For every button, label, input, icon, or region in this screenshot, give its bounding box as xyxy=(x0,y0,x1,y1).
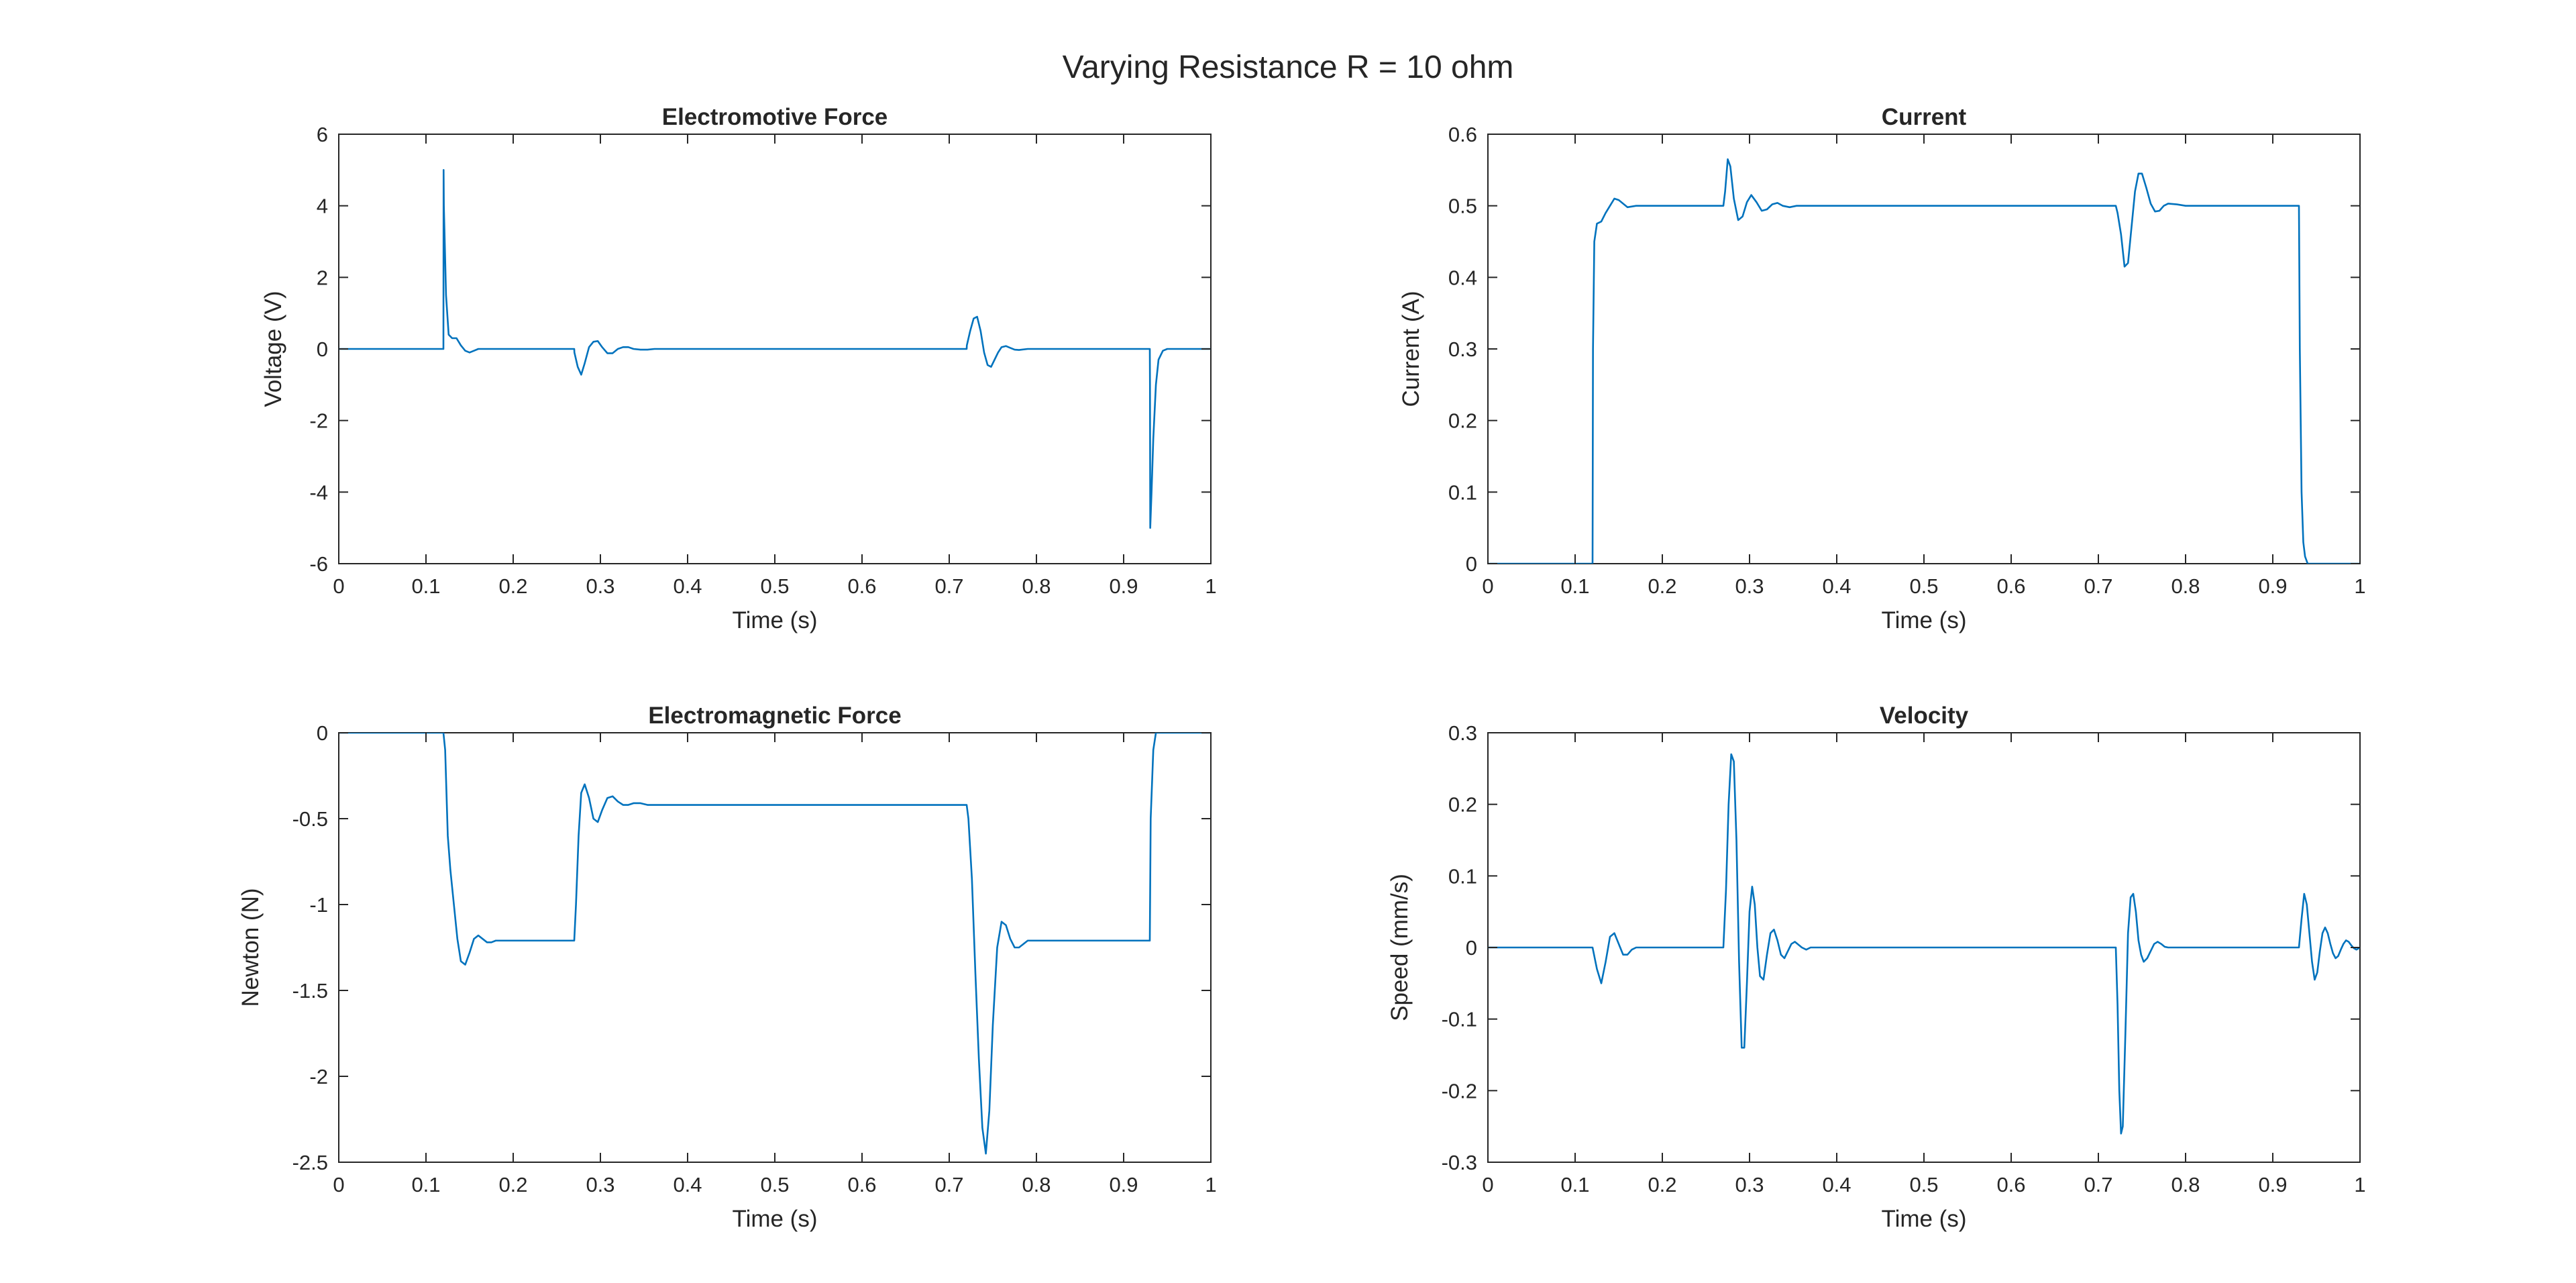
x-tick-label: 0.1 xyxy=(1560,574,1589,598)
y-tick-label: 0.3 xyxy=(1448,721,1477,745)
axes-title: Electromotive Force xyxy=(662,104,888,130)
x-tick-label: 0 xyxy=(1482,1173,1493,1196)
x-tick-label: 0.7 xyxy=(934,1173,963,1196)
x-tick-label: 0.6 xyxy=(847,574,876,598)
x-tick-label: 0.4 xyxy=(1822,1173,1851,1196)
x-tick-label: 0.5 xyxy=(1909,1173,1938,1196)
x-tick-label: 0.4 xyxy=(673,1173,702,1196)
y-tick-label: 0.2 xyxy=(1448,793,1477,817)
y-tick-label: 0.1 xyxy=(1448,864,1477,888)
y-tick-label: 0.3 xyxy=(1448,338,1477,361)
x-tick-label: 0.7 xyxy=(2084,574,2112,598)
y-tick-label: 2 xyxy=(317,266,328,289)
axes-electromotive-force: 0 0.1 0.2 0.3 0.4 0.5 0.6 0.7 0.8 0.9 1 -6 -4 -2 0 2 4 6 E… xyxy=(260,104,1217,633)
x-tick-label: 0.3 xyxy=(1735,1173,1764,1196)
y-tick-label: 0 xyxy=(1466,936,1477,960)
x-tick-label: 0.3 xyxy=(586,574,614,598)
x-tick-label: 0.1 xyxy=(1560,1173,1589,1196)
x-tick-label: 1 xyxy=(1205,1173,1216,1196)
x-tick-label: 1 xyxy=(2354,574,2365,598)
y-axis-label: Voltage (V) xyxy=(260,291,286,407)
series-line-0 xyxy=(1488,158,2360,564)
y-tick-label: -0.1 xyxy=(1442,1008,1477,1031)
series-line-0 xyxy=(339,169,1211,529)
y-tick-label: -4 xyxy=(309,480,328,504)
x-tick-label: 0.5 xyxy=(760,1173,789,1196)
x-tick-label: 0.8 xyxy=(1022,1173,1051,1196)
y-tick-label: -2 xyxy=(309,1065,328,1088)
x-axis-label: Time (s) xyxy=(732,1206,817,1232)
x-tick-label: 0 xyxy=(1482,574,1493,598)
x-tick-label: 0.9 xyxy=(2258,1173,2287,1196)
y-tick-label: -2 xyxy=(309,409,328,433)
x-axis-label: Time (s) xyxy=(732,607,817,633)
figure-title: Varying Resistance R = 10 ohm xyxy=(1063,50,1514,85)
x-tick-label: 0.7 xyxy=(934,574,963,598)
axes-title: Velocity xyxy=(1880,703,1969,729)
y-tick-label: 0 xyxy=(317,338,328,361)
y-tick-label: 0 xyxy=(1466,552,1477,576)
x-tick-label: 0.8 xyxy=(2171,574,2200,598)
x-tick-label: 0.1 xyxy=(411,574,440,598)
axes-electromagnetic-force: 0 0.1 0.2 0.3 0.4 0.5 0.6 0.7 0.8 0.9 1 -2.5 -2 -1.5 -… xyxy=(237,703,1217,1232)
x-tick-label: 0.2 xyxy=(1648,574,1676,598)
x-tick-label: 0.9 xyxy=(1109,574,1138,598)
series-line-0 xyxy=(339,733,1211,1155)
axes-velocity: 0 0.1 0.2 0.3 0.4 0.5 0.6 0.7 0.8 0.9 1 -0.3 -0.2 -0.… xyxy=(1387,703,2366,1232)
x-tick-label: 0.6 xyxy=(1996,1173,2025,1196)
x-tick-label: 0.4 xyxy=(1822,574,1851,598)
y-tick-label: 6 xyxy=(317,123,328,146)
x-tick-label: 0.3 xyxy=(1735,574,1764,598)
series-line-0 xyxy=(1488,753,2360,1135)
axes-title: Current xyxy=(1882,104,1967,130)
x-tick-label: 0.2 xyxy=(498,1173,527,1196)
y-tick-label: -0.3 xyxy=(1442,1151,1477,1174)
x-tick-label: 0.2 xyxy=(1648,1173,1676,1196)
y-tick-label: 0 xyxy=(317,721,328,745)
x-tick-label: 0.5 xyxy=(1909,574,1938,598)
plot-area xyxy=(1487,134,2361,564)
y-tick-label: -6 xyxy=(309,552,328,576)
axes-current: 0 0.1 0.2 0.3 0.4 0.5 0.6 0.7 0.8 0.9 1 0 0.1 0.2 0.3 0… xyxy=(1398,104,2366,633)
x-tick-label: 0 xyxy=(333,574,344,598)
x-tick-label: 0.4 xyxy=(673,574,702,598)
y-tick-label: -0.2 xyxy=(1442,1079,1477,1102)
y-tick-label: 4 xyxy=(317,195,328,218)
x-tick-label: 1 xyxy=(1205,574,1216,598)
x-tick-label: 0.9 xyxy=(2258,574,2287,598)
y-axis-label: Current (A) xyxy=(1398,291,1424,407)
y-axis-label: Newton (N) xyxy=(237,888,264,1007)
x-tick-label: 0.6 xyxy=(847,1173,876,1196)
x-axis-label: Time (s) xyxy=(1881,607,1966,633)
y-tick-label: 0.5 xyxy=(1448,195,1477,218)
y-tick-label: 0.2 xyxy=(1448,409,1477,433)
y-tick-label: -1.5 xyxy=(292,979,328,1003)
x-tick-label: 0.5 xyxy=(760,574,789,598)
x-tick-label: 0.7 xyxy=(2084,1173,2112,1196)
y-tick-label: -2.5 xyxy=(292,1151,328,1174)
x-tick-label: 0.3 xyxy=(586,1173,614,1196)
x-tick-label: 0.9 xyxy=(1109,1173,1138,1196)
x-tick-label: 0 xyxy=(333,1173,344,1196)
x-tick-label: 0.1 xyxy=(411,1173,440,1196)
y-axis-label: Speed (mm/s) xyxy=(1387,874,1413,1021)
x-tick-label: 0.8 xyxy=(1022,574,1051,598)
y-tick-label: -0.5 xyxy=(292,807,328,831)
x-tick-label: 0.6 xyxy=(1996,574,2025,598)
x-tick-label: 0.8 xyxy=(2171,1173,2200,1196)
y-tick-label: 0.4 xyxy=(1448,266,1477,289)
x-axis-label: Time (s) xyxy=(1881,1206,1966,1232)
axes-title: Electromagnetic Force xyxy=(648,703,901,729)
y-tick-label: 0.6 xyxy=(1448,123,1477,146)
x-tick-label: 0.2 xyxy=(498,574,527,598)
y-tick-label: -1 xyxy=(309,893,328,917)
plot-area xyxy=(338,732,1212,1163)
x-tick-label: 1 xyxy=(2354,1173,2365,1196)
y-tick-label: 0.1 xyxy=(1448,480,1477,504)
